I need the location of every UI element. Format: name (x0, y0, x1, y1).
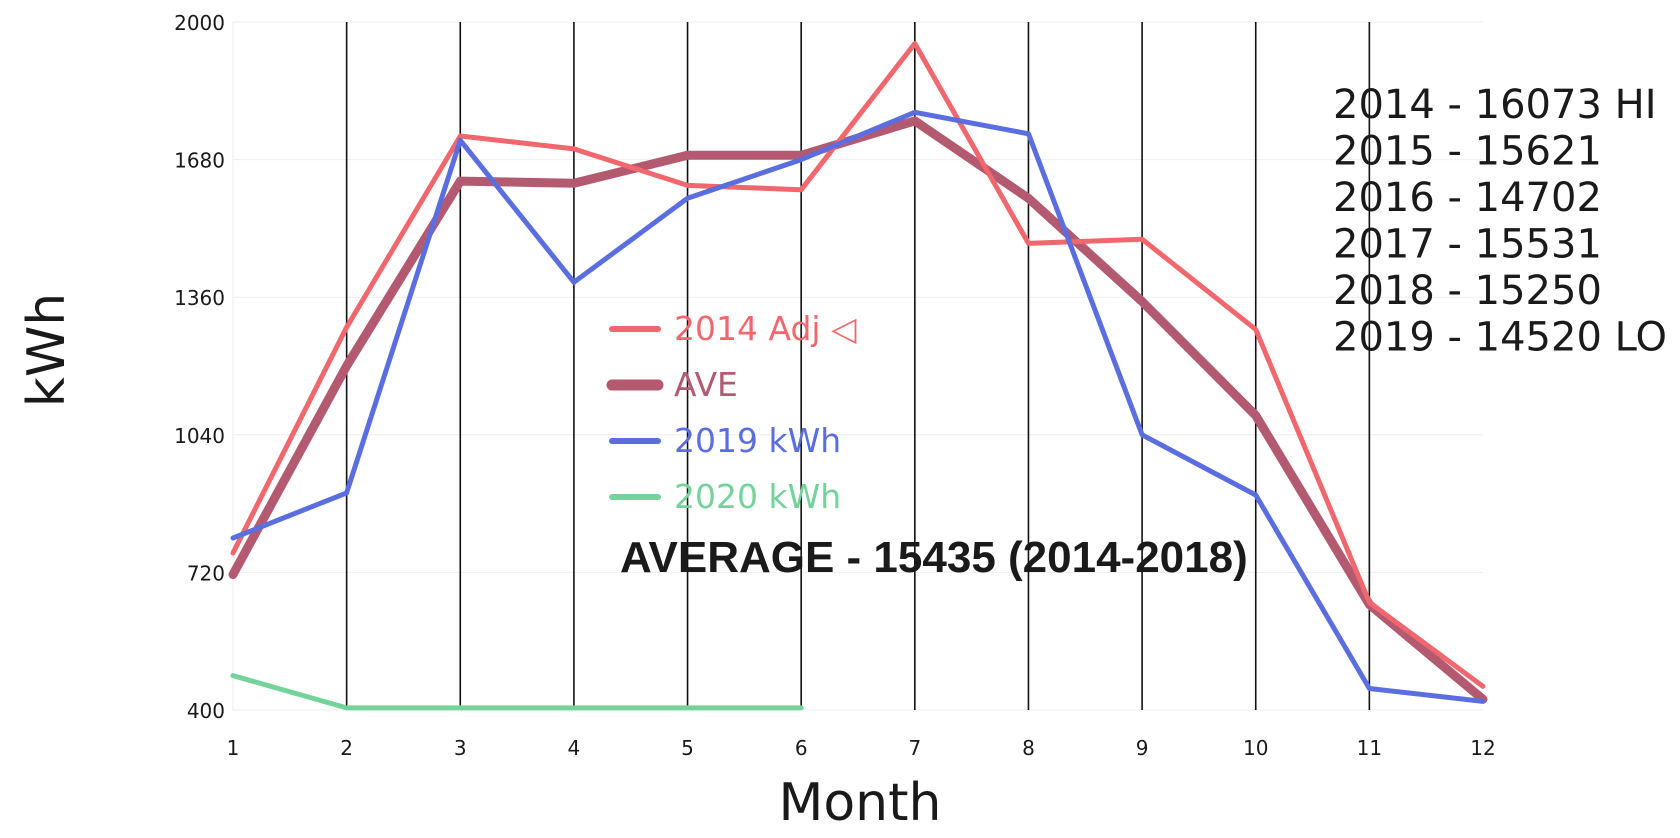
legend: 2014 Adj ◁ AVE 2019 kWh 2020 kWh (606, 309, 857, 516)
x-tick-label: 7 (908, 736, 921, 760)
x-tick-label: 1 (227, 736, 240, 760)
y-axis-title: kWh (17, 293, 77, 408)
series-line-2014-adj (230, 41, 1486, 689)
y-tick-label: 720 (187, 561, 225, 585)
series-lines (228, 41, 1488, 711)
x-tick-label: 6 (795, 736, 808, 760)
legend-label: 2019 kWh (674, 421, 841, 460)
y-tick-label: 1360 (174, 286, 225, 310)
legend-label: 2014 Adj ◁ (674, 309, 857, 348)
x-tick-label: 5 (681, 736, 694, 760)
x-tick-label: 4 (568, 736, 581, 760)
x-tick-label: 9 (1136, 736, 1149, 760)
x-tick-label: 10 (1243, 736, 1268, 760)
x-axis-tick-labels: 1 2 3 4 5 6 7 8 9 10 11 12 (227, 736, 1496, 760)
y-tick-label: 1040 (174, 424, 225, 448)
x-tick-label: 8 (1022, 736, 1035, 760)
y-tick-label: 1680 (174, 149, 225, 173)
series-line-2019-kwh (230, 109, 1486, 704)
y-axis-tick-labels: 400 720 1040 1360 1680 2000 (174, 11, 225, 723)
x-tick-label: 3 (454, 736, 467, 760)
x-tick-label: 12 (1470, 736, 1495, 760)
series-line-2020-kwh (230, 673, 804, 711)
y-tick-label: 400 (187, 699, 225, 723)
annotation-line: 2016 - 14702 (1333, 175, 1602, 221)
x-tick-label: 11 (1357, 736, 1382, 760)
annotation-line: 2019 - 14520 LO (1333, 315, 1667, 361)
annotation-line: 2017 - 15531 (1333, 222, 1602, 268)
annotation-line: 2018 - 15250 (1333, 268, 1602, 314)
x-axis-title: Month (779, 773, 942, 833)
annotation-line: 2015 - 15621 (1333, 129, 1602, 175)
y-tick-label: 2000 (174, 11, 225, 35)
average-note: AVERAGE - 15435 (2014-2018) (620, 533, 1248, 582)
legend-label: 2020 kWh (674, 477, 841, 516)
x-tick-label: 2 (340, 736, 353, 760)
annotation-line: 2014 - 16073 HI (1333, 82, 1657, 128)
legend-label: AVE (674, 365, 738, 404)
